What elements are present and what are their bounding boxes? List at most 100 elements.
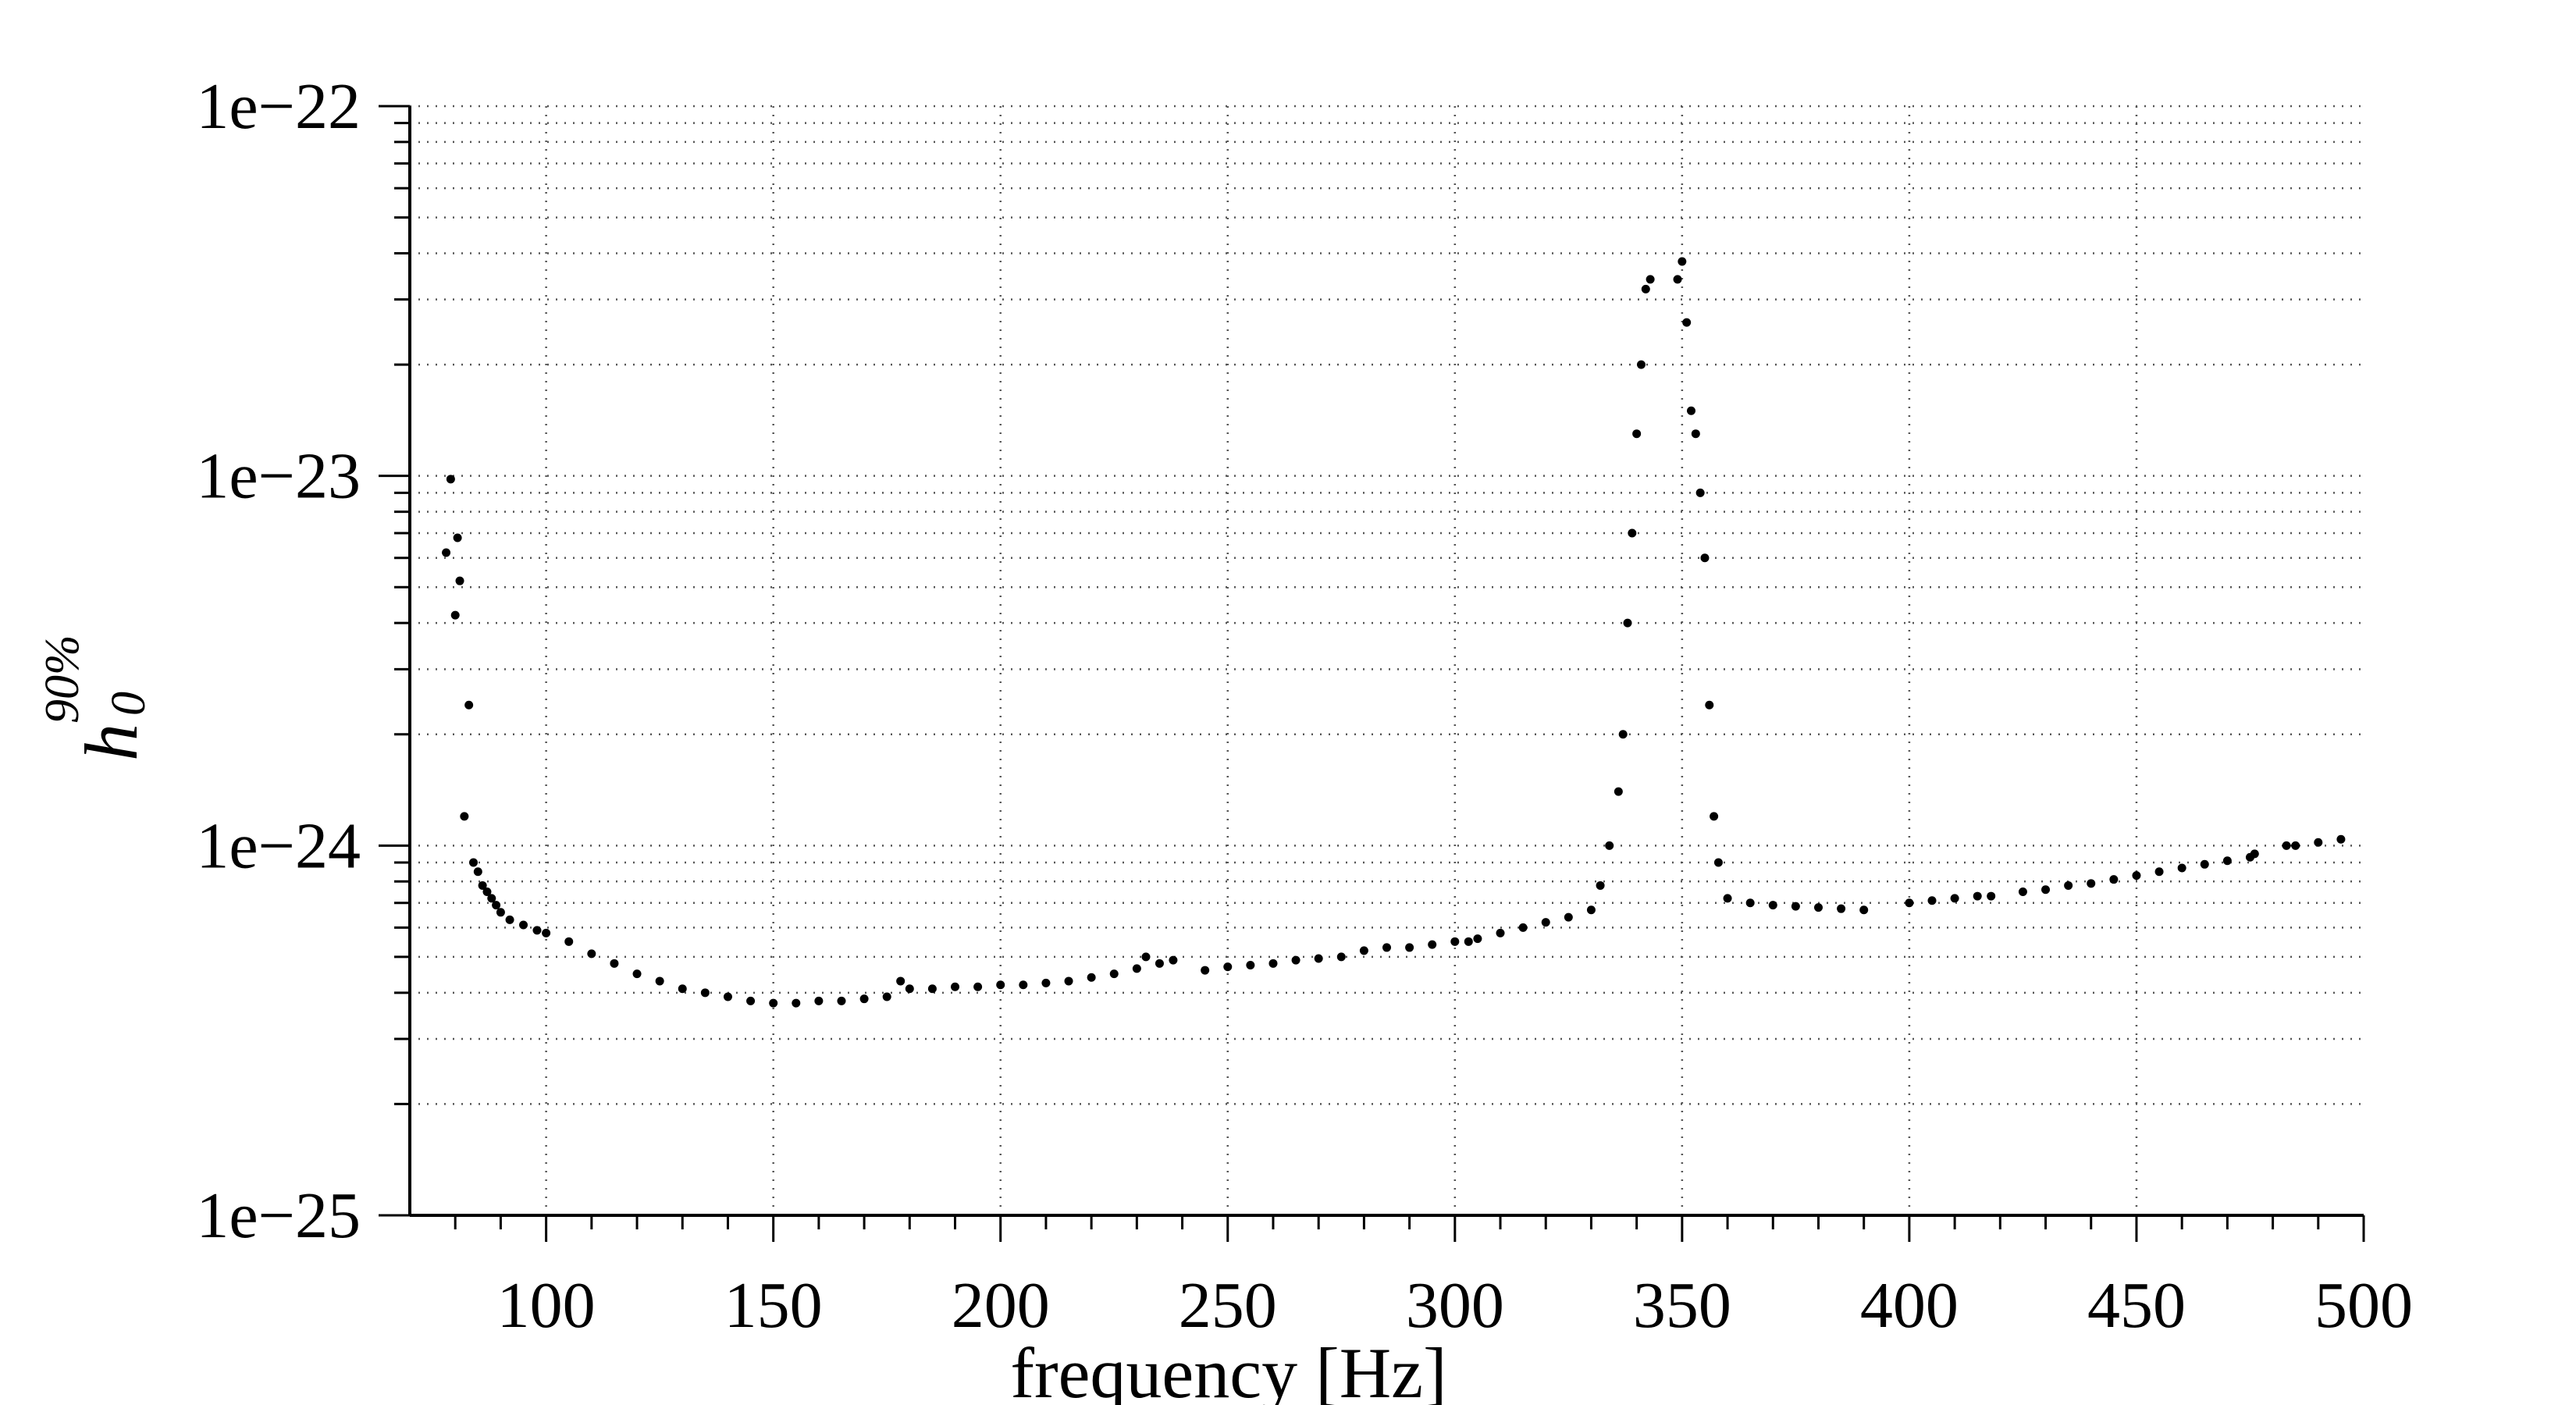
data-point bbox=[1155, 959, 1164, 968]
data-point bbox=[564, 937, 574, 946]
x-axis-label: frequency [Hz] bbox=[1010, 1333, 1446, 1405]
data-point bbox=[1382, 943, 1391, 952]
y-axis-label-base: h bbox=[69, 724, 153, 761]
data-point bbox=[1201, 966, 1210, 975]
data-point bbox=[450, 610, 460, 620]
data-point bbox=[1586, 905, 1596, 915]
data-point bbox=[1541, 918, 1550, 927]
data-point bbox=[1268, 959, 1278, 968]
data-point bbox=[446, 475, 455, 484]
data-points bbox=[442, 257, 2346, 1008]
x-tick-label: 450 bbox=[2087, 1269, 2186, 1342]
data-point bbox=[442, 548, 451, 557]
data-point bbox=[2064, 880, 2073, 890]
data-point bbox=[1687, 406, 1696, 415]
x-tick-label: 150 bbox=[724, 1269, 823, 1342]
data-point bbox=[464, 700, 474, 710]
data-point bbox=[1905, 898, 1914, 908]
data-point bbox=[632, 969, 642, 979]
axes bbox=[379, 105, 2365, 1242]
data-point bbox=[1927, 896, 1937, 905]
data-point bbox=[1973, 891, 1982, 901]
data-point bbox=[1246, 960, 1255, 969]
data-point bbox=[655, 976, 664, 986]
data-point bbox=[973, 982, 983, 991]
data-point bbox=[1691, 429, 1700, 439]
data-point bbox=[792, 998, 801, 1008]
data-point bbox=[1636, 360, 1646, 369]
data-point bbox=[532, 926, 542, 935]
data-point bbox=[1596, 880, 1605, 890]
data-point bbox=[1641, 284, 1650, 293]
data-point bbox=[1019, 980, 1028, 990]
data-point bbox=[1614, 787, 1623, 796]
data-point bbox=[1450, 937, 1460, 946]
data-point bbox=[2132, 871, 2141, 880]
data-point bbox=[487, 894, 496, 903]
data-point bbox=[951, 982, 960, 991]
y-axis-label: h 0 90% bbox=[36, 635, 155, 761]
data-point bbox=[1859, 905, 1869, 915]
data-point bbox=[1837, 904, 1846, 913]
data-point bbox=[1223, 962, 1233, 972]
y-axis-label-subscript: 0 bbox=[102, 692, 155, 716]
data-point bbox=[882, 992, 891, 1001]
x-tick-label: 200 bbox=[952, 1269, 1050, 1342]
data-point bbox=[1713, 858, 1723, 867]
data-point bbox=[2291, 841, 2300, 850]
data-point bbox=[482, 887, 492, 897]
data-point bbox=[2282, 841, 2291, 850]
data-point bbox=[1473, 934, 1482, 944]
x-tick-label: 100 bbox=[497, 1269, 596, 1342]
data-point bbox=[2041, 885, 2051, 895]
data-point bbox=[1291, 955, 1300, 965]
x-tick-label: 350 bbox=[1633, 1269, 1731, 1342]
data-point bbox=[1359, 946, 1368, 955]
data-point bbox=[1464, 937, 1473, 946]
data-point bbox=[1632, 429, 1642, 439]
data-point bbox=[746, 996, 756, 1005]
data-point bbox=[1428, 940, 1437, 949]
data-point bbox=[542, 928, 551, 937]
data-point bbox=[1564, 912, 1573, 922]
y-tick-label: 1e−25 bbox=[196, 1179, 361, 1252]
data-point bbox=[1705, 700, 1714, 710]
data-point bbox=[896, 976, 906, 986]
data-point bbox=[2109, 875, 2119, 884]
data-point bbox=[1141, 952, 1151, 962]
data-point bbox=[1700, 553, 1710, 563]
data-point bbox=[2336, 834, 2346, 844]
data-point bbox=[1405, 943, 1414, 952]
data-point bbox=[505, 915, 514, 924]
x-tick-label: 500 bbox=[2314, 1269, 2413, 1342]
data-point bbox=[1169, 955, 1178, 965]
data-point bbox=[1710, 812, 1719, 821]
data-point bbox=[2314, 838, 2323, 847]
y-axis-label-superscript: 90% bbox=[36, 635, 89, 724]
data-point bbox=[460, 812, 469, 821]
data-point bbox=[1682, 318, 1692, 327]
data-point bbox=[1791, 902, 1800, 911]
data-point bbox=[2222, 856, 2232, 866]
x-tick-label: 400 bbox=[1860, 1269, 1959, 1342]
x-tick-label: 250 bbox=[1179, 1269, 1277, 1342]
data-point bbox=[496, 908, 505, 917]
data-point bbox=[837, 996, 846, 1005]
data-point bbox=[2200, 859, 2209, 869]
data-point bbox=[1132, 964, 1141, 973]
data-point bbox=[1605, 841, 1614, 850]
data-point bbox=[769, 998, 778, 1008]
data-point bbox=[859, 994, 869, 1004]
data-point bbox=[2250, 849, 2259, 859]
data-point bbox=[905, 984, 914, 994]
data-point bbox=[1695, 488, 1705, 497]
data-point bbox=[996, 980, 1005, 990]
data-point bbox=[1336, 952, 1346, 962]
data-point bbox=[1628, 528, 1637, 538]
data-point bbox=[1496, 928, 1505, 937]
data-point bbox=[2087, 879, 2096, 888]
data-point bbox=[1646, 275, 1655, 284]
data-point bbox=[1064, 976, 1073, 986]
data-point bbox=[1109, 969, 1119, 979]
